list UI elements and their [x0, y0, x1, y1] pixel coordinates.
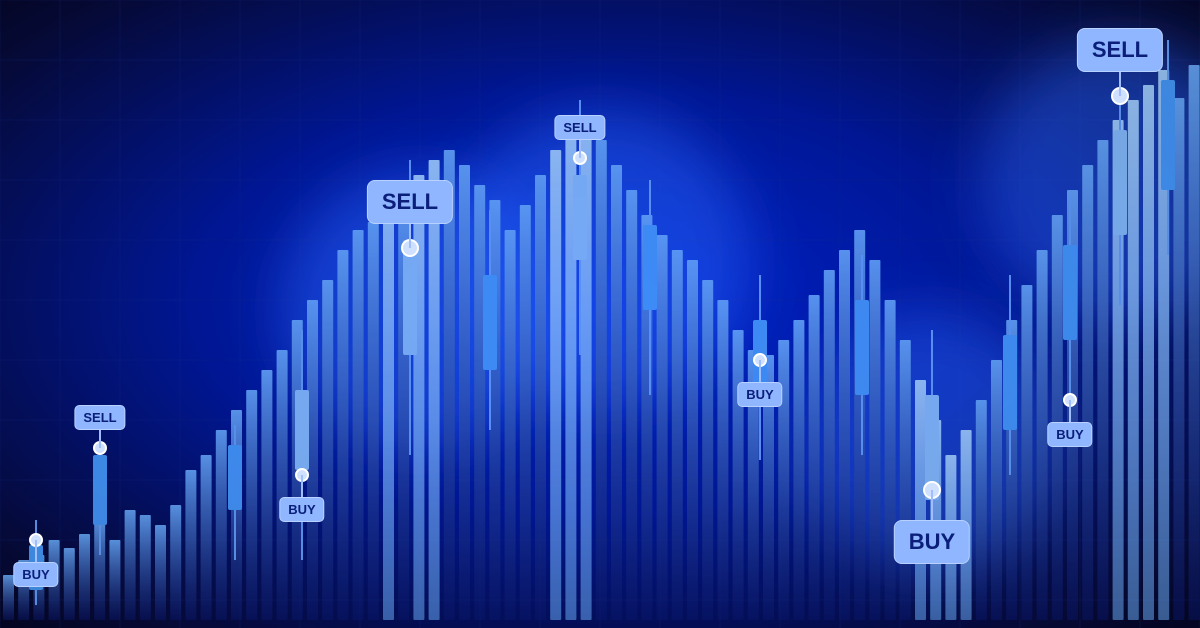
sell-signal-label: SELL: [367, 180, 453, 224]
signal-connector: [35, 540, 37, 562]
buy-signal-label: BUY: [279, 497, 324, 522]
chart-svg: [0, 0, 1200, 628]
buy-signal-label: BUY: [1047, 422, 1092, 447]
signal-connector: [759, 360, 761, 382]
sell-signal-label: SELL: [1077, 28, 1163, 72]
vignette: [0, 0, 1200, 628]
sell-signal-label: SELL: [74, 405, 125, 430]
buy-signal-label: BUY: [13, 562, 58, 587]
sell-signal-label: SELL: [554, 115, 605, 140]
signal-connector: [931, 490, 933, 520]
signal-connector: [1069, 400, 1071, 422]
buy-signal-label: BUY: [894, 520, 970, 564]
signal-connector: [301, 475, 303, 497]
buy-signal-label: BUY: [737, 382, 782, 407]
trading-chart: BUY SELL BUY SELL SELL BUY BUY BUY SELL: [0, 0, 1200, 628]
